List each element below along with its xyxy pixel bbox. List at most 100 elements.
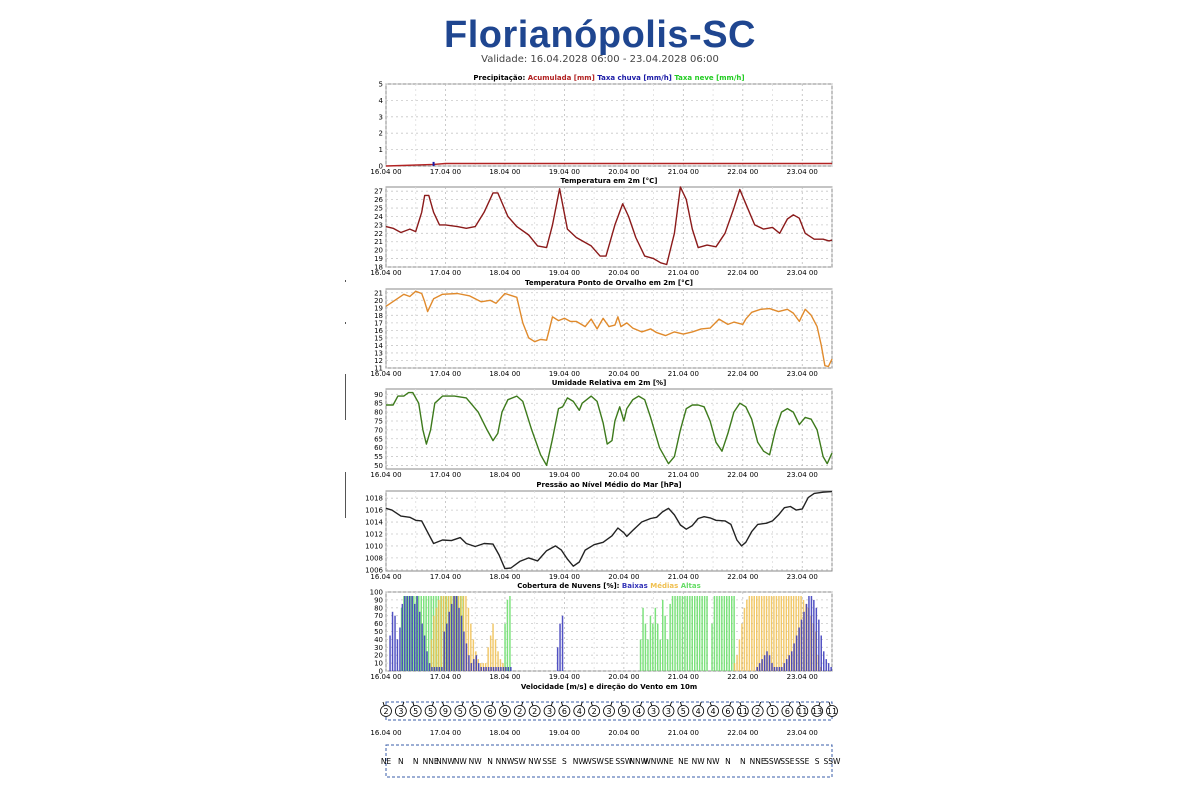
left-edge-mark — [345, 322, 346, 324]
cloud-bar-mid — [440, 596, 443, 671]
series-line-precip — [385, 162, 832, 167]
cloud-bar-low — [830, 667, 832, 671]
wind-direction-label: SSW — [764, 757, 782, 766]
cloud-bar-high — [669, 603, 671, 671]
y-tick-label: 70 — [374, 612, 383, 620]
wind-speed-label: 6 — [562, 707, 567, 716]
wind-direction-label: NW — [573, 757, 587, 766]
cloud-bar-low — [497, 667, 500, 671]
y-tick-label: 1012 — [365, 530, 383, 538]
y-tick-label: 18 — [374, 264, 383, 272]
panel-title: Cobertura de Nuvens [%]: Baixas Médias A… — [517, 582, 701, 590]
wind-direction-label: NW — [454, 757, 468, 766]
wind-speed-marker — [751, 705, 764, 717]
wind-speed-marker — [424, 705, 437, 717]
wind-direction-label: NW — [692, 757, 706, 766]
y-tick-label: 75 — [374, 418, 383, 426]
wind-speed-marker — [543, 705, 556, 717]
cloud-bar-low — [426, 651, 428, 672]
panel-title-part: Pressão ao Nível Médio do Mar [hPa] — [536, 481, 681, 489]
wind-direction-label: NW — [707, 757, 721, 766]
wind-direction-label: NE — [663, 757, 674, 766]
cloud-bar-high — [418, 596, 420, 671]
cloud-bar-mid — [497, 651, 499, 672]
x-tick-label: 19.04 00 — [549, 269, 580, 277]
wind-speed-label: 5 — [681, 707, 686, 716]
cloud-bar-low — [798, 627, 800, 671]
x-tick-label: 17.04 00 — [430, 729, 461, 737]
left-edge-mark — [345, 472, 346, 518]
cloud-bar-low — [813, 599, 815, 671]
cloud-bar-high — [716, 596, 718, 671]
wind-direction-label: SSE — [542, 757, 557, 766]
cloud-bar-low — [783, 663, 786, 671]
left-edge-mark — [345, 374, 346, 420]
wind-direction-box — [385, 744, 833, 778]
wind-direction-label: N — [487, 757, 493, 766]
cloud-bar-mid — [795, 596, 797, 671]
wind-direction-label: NE — [381, 757, 392, 766]
wind-direction-label: N — [725, 757, 731, 766]
wind-speed-marker — [573, 705, 586, 717]
cloud-bar-low — [561, 615, 564, 671]
y-tick-label: 100 — [370, 589, 383, 597]
cloud-bar-mid — [758, 596, 760, 671]
wind-speed-label: 9 — [502, 707, 507, 716]
cloud-bar-low — [436, 667, 438, 671]
cloud-bar-mid — [792, 596, 795, 671]
cloud-bar-mid — [756, 596, 758, 671]
wind-direction-label: SW — [514, 757, 527, 766]
wind-speed-label: 2 — [517, 707, 522, 716]
cloud-bar-low — [455, 596, 458, 671]
cloud-bar-low — [805, 603, 808, 671]
cloud-bar-high — [647, 639, 649, 671]
cloud-bar-high — [504, 623, 506, 671]
cloud-bar-mid — [770, 596, 773, 671]
panel-wind: Velocidade [m/s] e direção do Vento em 1… — [370, 683, 841, 778]
y-tick-label: 16 — [374, 327, 383, 335]
cloud-bar-low — [438, 667, 441, 671]
cloud-bar-mid — [433, 615, 435, 671]
cloud-bar-low — [808, 596, 810, 671]
y-tick-label: 21 — [374, 238, 383, 246]
cloud-bar-mid — [741, 623, 743, 671]
y-tick-label: 27 — [374, 188, 383, 196]
cloud-bar-high — [410, 596, 413, 671]
x-tick-label: 18.04 00 — [489, 673, 520, 681]
wind-speed-marker — [722, 705, 734, 717]
wind-speed-label: 3 — [398, 707, 403, 716]
series-line-rh — [386, 391, 833, 467]
x-tick-label: 20.04 00 — [608, 471, 639, 479]
validity-period: Validade: 16.04.2028 06:00 - 23.04.2028 … — [481, 54, 719, 65]
cloud-bar-low — [815, 607, 818, 671]
wind-speed-label: 6 — [785, 707, 790, 716]
panel-dew: Temperatura Ponto de Orvalho em 2m [°C] 1… — [370, 279, 833, 378]
wind-speed-marker — [513, 705, 526, 717]
y-tick-label: 14 — [374, 342, 383, 350]
x-tick-label: 22.04 00 — [727, 168, 758, 176]
panel-title-part: Temperatura Ponto de Orvalho em 2m [°C] — [525, 279, 693, 287]
wind-speed-marker — [632, 705, 645, 717]
x-tick-label: 20.04 00 — [608, 729, 639, 737]
wind-speed-label: 3 — [547, 707, 552, 716]
cloud-bar-low — [478, 663, 480, 671]
wind-speed-marker — [796, 705, 809, 717]
x-tick-label: 23.04 00 — [787, 573, 818, 581]
left-edge-mark — [345, 280, 346, 282]
x-tick-label: 18.04 00 — [489, 269, 520, 277]
x-tick-label: 16.04 00 — [370, 729, 401, 737]
cloud-bar-mid — [788, 596, 790, 671]
panel-temp: Temperatura em 2m [°C] 181920212223242526… — [370, 177, 833, 277]
cloud-bar-mid — [489, 635, 492, 671]
wind-speed-label: 3 — [651, 707, 656, 716]
cloud-bar-high — [718, 596, 721, 671]
cloud-bar-low — [428, 663, 431, 671]
x-tick-label: 16.04 00 — [370, 370, 401, 378]
y-tick-label: 26 — [374, 196, 383, 204]
x-tick-label: 23.04 00 — [787, 269, 818, 277]
cloud-bar-low — [475, 655, 478, 671]
cloud-bar-high — [686, 596, 689, 671]
page-title: Florianópolis-SC — [444, 14, 756, 56]
y-tick-label: 5 — [379, 81, 383, 89]
